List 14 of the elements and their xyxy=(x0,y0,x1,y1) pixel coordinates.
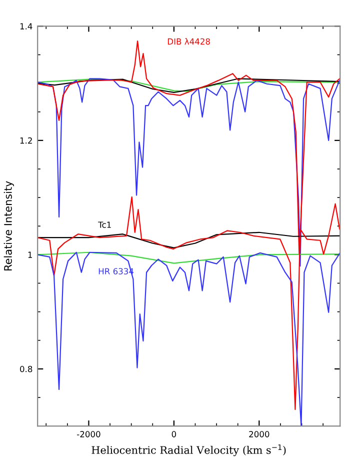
y-tick-label: 0.8 xyxy=(20,366,32,372)
y-axis-title: Relative Intensity xyxy=(4,181,14,270)
line-series xyxy=(38,252,340,264)
line-series xyxy=(38,232,340,248)
annotation: DIB λ4428 xyxy=(168,38,210,45)
series-label: Tc1 xyxy=(98,222,111,228)
x-tick-label: 0 xyxy=(172,431,176,438)
y-tick-label: 1.2 xyxy=(20,137,32,144)
x-tick-label: 2000 xyxy=(249,431,270,438)
x-tick-label: -2000 xyxy=(77,431,100,438)
line-series xyxy=(38,78,340,267)
y-tick-label: 1.4 xyxy=(20,23,32,30)
y-tick-label: 1 xyxy=(28,252,32,258)
x-axis-title: Heliocentric Radial Velocity (km s$^{−1}$) xyxy=(92,444,286,456)
